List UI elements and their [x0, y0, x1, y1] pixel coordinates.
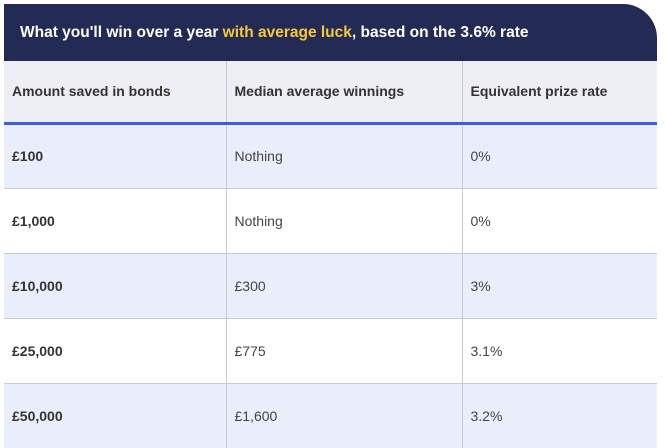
header-rate: Equivalent prize rate [462, 61, 657, 125]
prize-table-card: What you'll win over a year with average… [4, 4, 657, 448]
cell-amount: £1,000 [4, 188, 227, 254]
title-prefix: What you'll win over a year [20, 23, 219, 41]
cell-rate: 0% [462, 123, 657, 189]
cell-winnings: £300 [226, 253, 463, 319]
cell-amount: £100 [4, 123, 227, 189]
winnings-table: Amount saved in bonds Median average win… [4, 61, 657, 448]
header-amount: Amount saved in bonds [4, 61, 227, 125]
title-highlight: with average luck [222, 23, 352, 41]
cell-amount: £10,000 [4, 253, 227, 319]
table-row: £1,000 Nothing 0% [4, 188, 657, 254]
cell-rate: 0% [462, 188, 657, 254]
cell-rate: 3% [462, 253, 657, 319]
table-title-banner: What you'll win over a year with average… [4, 4, 657, 61]
cell-winnings: £1,600 [226, 383, 463, 448]
table-header-row: Amount saved in bonds Median average win… [4, 61, 657, 125]
cell-rate: 3.2% [462, 383, 657, 448]
table-row: £100 Nothing 0% [4, 123, 657, 189]
title-suffix: , based on the 3.6% rate [351, 23, 529, 41]
table-row: £25,000 £775 3.1% [4, 318, 657, 384]
table-row: £10,000 £300 3% [4, 253, 657, 319]
cell-amount: £25,000 [4, 318, 227, 384]
cell-winnings: Nothing [226, 188, 463, 254]
cell-amount: £50,000 [4, 383, 227, 448]
cell-winnings: £775 [226, 318, 463, 384]
table-row: £50,000 £1,600 3.2% [4, 383, 657, 448]
cell-rate: 3.1% [462, 318, 657, 384]
cell-winnings: Nothing [226, 123, 463, 189]
header-winnings: Median average winnings [226, 61, 463, 125]
